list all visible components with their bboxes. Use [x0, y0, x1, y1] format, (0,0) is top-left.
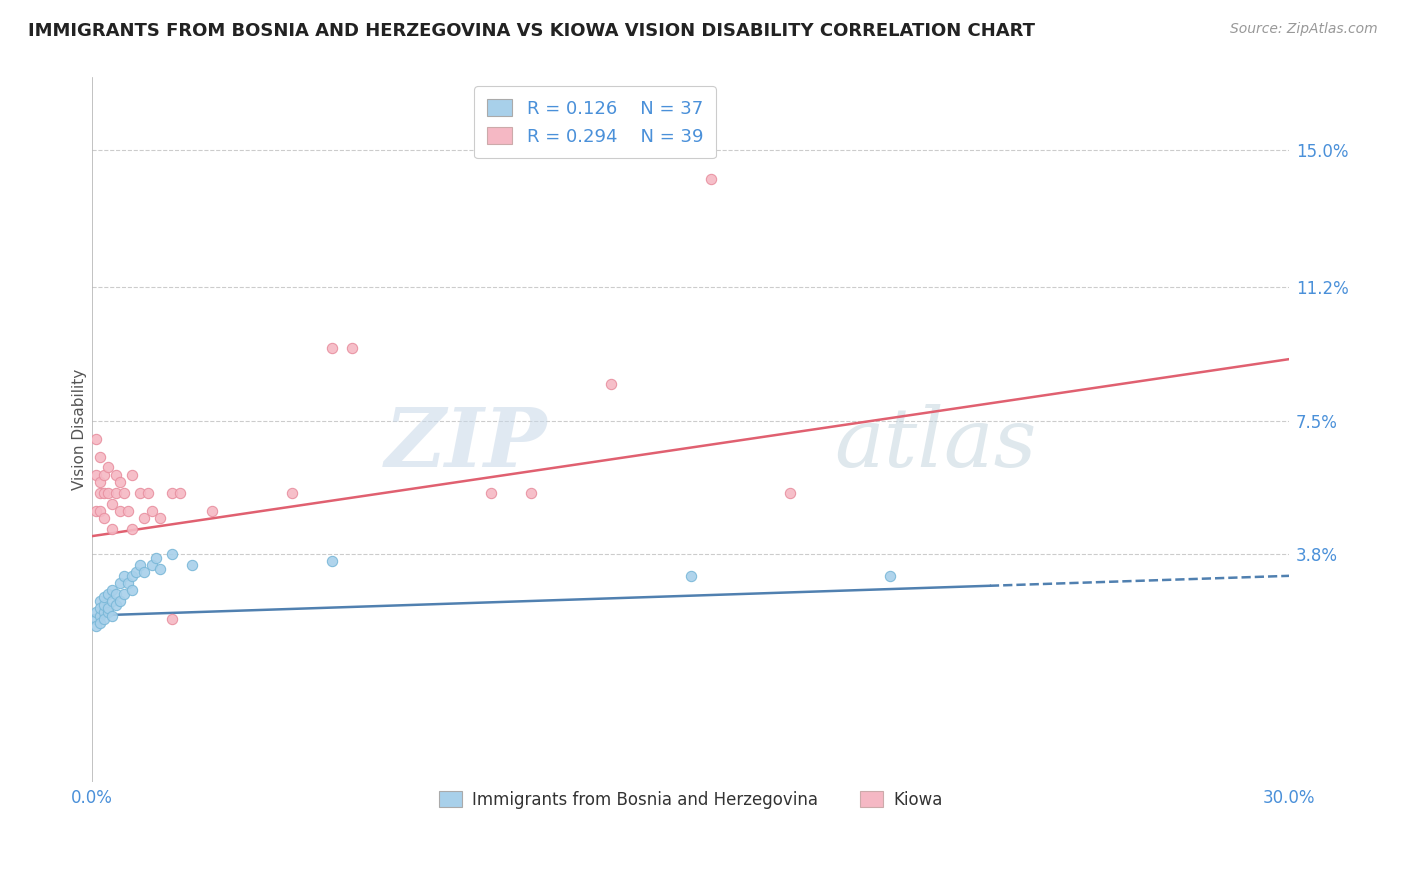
Point [117, 504, 139, 518]
Point [321, 554, 343, 568]
Point [84, 504, 107, 518]
Point [89, 485, 111, 500]
Point [779, 485, 801, 500]
Point [93, 467, 115, 482]
Point [121, 583, 143, 598]
Point [97, 601, 120, 615]
Point [101, 583, 124, 598]
Point [97, 605, 120, 619]
Point [121, 569, 143, 583]
Point [149, 511, 172, 525]
Point [108, 504, 131, 518]
Point [479, 485, 502, 500]
Point [89, 504, 111, 518]
Point [97, 587, 120, 601]
Point [101, 522, 124, 536]
Point [117, 576, 139, 591]
Point [679, 569, 702, 583]
Point [89, 475, 111, 489]
Point [169, 485, 191, 500]
Point [112, 587, 135, 601]
Point [136, 485, 159, 500]
Point [84, 612, 107, 626]
Point [108, 475, 131, 489]
Point [89, 601, 111, 615]
Point [201, 504, 224, 518]
Point [89, 615, 111, 630]
Point [112, 569, 135, 583]
Point [599, 377, 621, 392]
Text: IMMIGRANTS FROM BOSNIA AND HERZEGOVINA VS KIOWA VISION DISABILITY CORRELATION CH: IMMIGRANTS FROM BOSNIA AND HERZEGOVINA V… [28, 22, 1035, 40]
Point [105, 598, 128, 612]
Point [89, 450, 111, 464]
Point [121, 467, 143, 482]
Point [129, 558, 152, 572]
Point [93, 612, 115, 626]
Point [129, 485, 152, 500]
Point [321, 341, 343, 355]
Point [105, 467, 128, 482]
Point [699, 171, 721, 186]
Point [160, 485, 183, 500]
Point [105, 587, 128, 601]
Point [112, 485, 135, 500]
Point [93, 598, 115, 612]
Text: Source: ZipAtlas.com: Source: ZipAtlas.com [1230, 22, 1378, 37]
Point [520, 485, 543, 500]
Text: atlas: atlas [834, 404, 1036, 483]
Point [93, 591, 115, 605]
Point [132, 565, 155, 579]
Point [181, 558, 204, 572]
Point [108, 594, 131, 608]
Point [132, 511, 155, 525]
Point [160, 612, 183, 626]
Point [125, 565, 148, 579]
Point [93, 605, 115, 619]
Point [145, 550, 167, 565]
Point [93, 485, 115, 500]
Point [160, 547, 183, 561]
Point [340, 341, 363, 355]
Point [84, 605, 107, 619]
Point [97, 485, 120, 500]
Point [101, 608, 124, 623]
Point [97, 460, 120, 475]
Point [101, 497, 124, 511]
Point [101, 594, 124, 608]
Text: ZIP: ZIP [384, 404, 547, 483]
Point [280, 485, 302, 500]
Point [141, 558, 163, 572]
Point [84, 467, 107, 482]
Point [93, 511, 115, 525]
Point [89, 608, 111, 623]
Y-axis label: Vision Disability: Vision Disability [72, 369, 87, 491]
Point [121, 522, 143, 536]
Point [84, 619, 107, 633]
Legend: Immigrants from Bosnia and Herzegovina, Kiowa: Immigrants from Bosnia and Herzegovina, … [432, 784, 949, 815]
Point [141, 504, 163, 518]
Point [105, 485, 128, 500]
Point [149, 561, 172, 575]
Point [108, 576, 131, 591]
Point [84, 432, 107, 446]
Point [89, 594, 111, 608]
Point [879, 569, 901, 583]
